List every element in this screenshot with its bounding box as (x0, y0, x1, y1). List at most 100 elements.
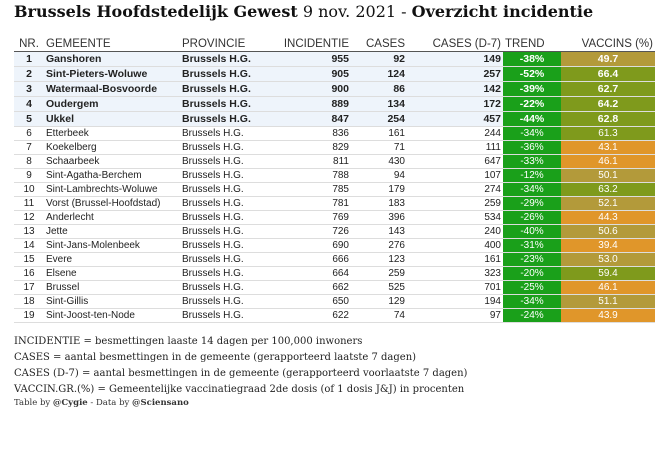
table-row[interactable]: 11 Vorst (Brussel-Hoofdstad) Brussels H.G.… (14, 196, 655, 211)
col-header-nr[interactable]: NR. (14, 36, 44, 52)
incidence-table: NR. GEMEENTE PROVINCIE INCIDENTIE CASES … (14, 36, 655, 323)
footnote-cases-d7: CASES (D-7) = aantal besmettingen in de … (14, 368, 468, 379)
cell-provincie: Brussels H.G. (180, 66, 275, 82)
col-header-vaccins[interactable]: VACCINS (%) (561, 36, 655, 52)
cell-vaccins: 43.1 (561, 140, 655, 155)
cell-incidentie: 622 (275, 308, 351, 323)
cell-cases-d7: 257 (407, 66, 503, 82)
cell-cases: 143 (351, 224, 407, 239)
cell-vaccins: 46.1 (561, 280, 655, 295)
col-header-gemeente[interactable]: GEMEENTE (44, 36, 180, 52)
cell-cases: 179 (351, 182, 407, 197)
cell-provincie: Brussels H.G. (180, 96, 275, 112)
table-row[interactable]: 2 Sint-Pieters-Woluwe Brussels H.G. 905 124 2… (14, 66, 655, 82)
cell-cases: 259 (351, 266, 407, 281)
cell-cases: 92 (351, 51, 407, 67)
table-row[interactable]: 5 Ukkel Brussels H.G. 847 254 457 -44% 62.8 (14, 111, 655, 127)
cell-nr: 13 (14, 224, 44, 239)
cell-provincie: Brussels H.G. (180, 182, 275, 197)
credit-table-prefix: Table by (14, 398, 53, 408)
cell-cases: 94 (351, 168, 407, 183)
cell-nr: 2 (14, 66, 44, 82)
credit-table-handle[interactable]: @Cygie (52, 398, 88, 408)
table-row[interactable]: 13 Jette Brussels H.G. 726 143 240 -40% 50.6 (14, 224, 655, 239)
table-row[interactable]: 18 Sint-Gillis Brussels H.G. 650 129 194 -34% 5… (14, 294, 655, 309)
title-separator: - (401, 2, 407, 21)
cell-cases-d7: 457 (407, 111, 503, 127)
cell-cases-d7: 400 (407, 238, 503, 253)
table-row[interactable]: 15 Evere Brussels H.G. 666 123 161 -23% 53.0 (14, 252, 655, 267)
cell-trend: -52% (503, 66, 561, 82)
cell-trend: -23% (503, 252, 561, 267)
cell-cases: 134 (351, 96, 407, 112)
table-row[interactable]: 19 Sint-Joost-ten-Node Brussels H.G. 622 74 9… (14, 308, 655, 323)
cell-cases: 123 (351, 252, 407, 267)
col-header-cases-d7[interactable]: CASES (D-7) (407, 36, 503, 52)
cell-gemeente: Etterbeek (44, 126, 180, 141)
cell-provincie: Brussels H.G. (180, 196, 275, 211)
cell-cases-d7: 161 (407, 252, 503, 267)
cell-incidentie: 781 (275, 196, 351, 211)
cell-incidentie: 889 (275, 96, 351, 112)
cell-cases-d7: 259 (407, 196, 503, 211)
cell-cases-d7: 647 (407, 154, 503, 169)
cell-trend: -25% (503, 280, 561, 295)
table-row[interactable]: 14 Sint-Jans-Molenbeek Brussels H.G. 690 276… (14, 238, 655, 253)
cell-gemeente: Evere (44, 252, 180, 267)
footnotes: INCIDENTIE = besmettingen laaste 14 dage… (14, 334, 467, 398)
col-header-trend[interactable]: TREND (503, 36, 561, 52)
title-date: 9 nov. 2021 (302, 2, 397, 21)
cell-nr: 8 (14, 154, 44, 169)
table-row[interactable]: 8 Schaarbeek Brussels H.G. 811 430 647 -33% 46.… (14, 154, 655, 169)
cell-incidentie: 900 (275, 81, 351, 97)
cell-cases: 129 (351, 294, 407, 309)
cell-incidentie: 955 (275, 51, 351, 67)
cell-trend: -22% (503, 96, 561, 112)
cell-gemeente: Anderlecht (44, 210, 180, 225)
cell-incidentie: 726 (275, 224, 351, 239)
cell-nr: 12 (14, 210, 44, 225)
cell-vaccins: 50.1 (561, 168, 655, 183)
cell-trend: -20% (503, 266, 561, 281)
cell-provincie: Brussels H.G. (180, 238, 275, 253)
cell-cases-d7: 107 (407, 168, 503, 183)
cell-gemeente: Schaarbeek (44, 154, 180, 169)
footnote-incidentie: INCIDENTIE = besmettingen laaste 14 dage… (14, 336, 363, 347)
cell-nr: 9 (14, 168, 44, 183)
cell-incidentie: 905 (275, 66, 351, 82)
cell-provincie: Brussels H.G. (180, 266, 275, 281)
table-row[interactable]: 1 Ganshoren Brussels H.G. 955 92 149 -38% 49.7 (14, 51, 655, 67)
table-row[interactable]: 7 Koekelberg Brussels H.G. 829 71 111 -36% 43.1 (14, 140, 655, 155)
cell-vaccins: 39.4 (561, 238, 655, 253)
table-row[interactable]: 16 Elsene Brussels H.G. 664 259 323 -20% 59.4 (14, 266, 655, 281)
cell-provincie: Brussels H.G. (180, 294, 275, 309)
cell-provincie: Brussels H.G. (180, 126, 275, 141)
cell-vaccins: 50.6 (561, 224, 655, 239)
cell-trend: -44% (503, 111, 561, 127)
cell-nr: 5 (14, 111, 44, 127)
table-row[interactable]: 9 Sint-Agatha-Berchem Brussels H.G. 788 94 10… (14, 168, 655, 183)
table-row[interactable]: 12 Anderlecht Brussels H.G. 769 396 534 -26% 44… (14, 210, 655, 225)
cell-nr: 1 (14, 51, 44, 67)
cell-nr: 7 (14, 140, 44, 155)
cell-provincie: Brussels H.G. (180, 111, 275, 127)
col-header-provincie[interactable]: PROVINCIE (180, 36, 275, 52)
footnote-cases: CASES = aantal besmettingen in de gemeen… (14, 352, 417, 363)
table-row[interactable]: 4 Oudergem Brussels H.G. 889 134 172 -22% 64.2 (14, 96, 655, 112)
cell-cases: 74 (351, 308, 407, 323)
cell-vaccins: 44.3 (561, 210, 655, 225)
col-header-cases[interactable]: CASES (351, 36, 407, 52)
table-row[interactable]: 17 Brussel Brussels H.G. 662 525 701 -25% 46.1 (14, 280, 655, 295)
col-header-incidentie[interactable]: INCIDENTIE (275, 36, 351, 52)
table-row[interactable]: 6 Etterbeek Brussels H.G. 836 161 244 -34% 61.3 (14, 126, 655, 141)
cell-gemeente: Watermaal-Bosvoorde (44, 81, 180, 97)
cell-cases-d7: 194 (407, 294, 503, 309)
table-row[interactable]: 10 Sint-Lambrechts-Woluwe Brussels H.G. 785… (14, 182, 655, 197)
cell-nr: 10 (14, 182, 44, 197)
table-row[interactable]: 3 Watermaal-Bosvoorde Brussels H.G. 900 86 14… (14, 81, 655, 97)
cell-incidentie: 788 (275, 168, 351, 183)
cell-nr: 17 (14, 280, 44, 295)
cell-trend: -24% (503, 308, 561, 323)
credit-data-handle[interactable]: @Sciensano (132, 398, 189, 408)
cell-cases-d7: 534 (407, 210, 503, 225)
